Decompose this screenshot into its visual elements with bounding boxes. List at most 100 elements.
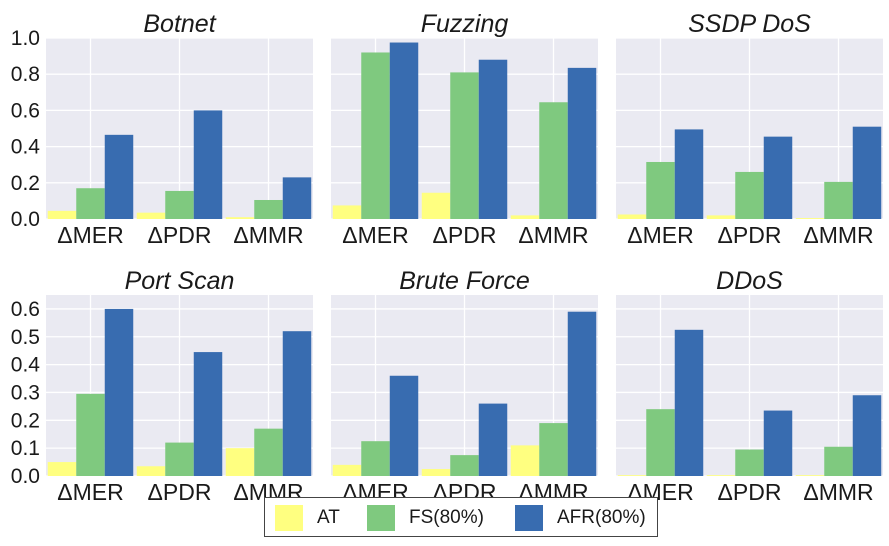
legend-label-at: AT	[317, 507, 340, 528]
bar-port-scan-afr-80-mmr	[282, 331, 312, 476]
chart-panel-botnet: Botnet ΔMER ΔPDR ΔMMR 0.0 0.2 0.4 0.6 0.8 1.0	[11, 10, 313, 248]
x-tick-label-pdr: ΔPDR	[433, 222, 497, 248]
legend-item-at: AT	[275, 504, 340, 532]
bar-fuzzing-at-pdr	[421, 192, 451, 219]
bar-ddos-at-mer	[617, 475, 647, 476]
bar-fuzzing-fs-80-mmr	[539, 102, 568, 219]
y-tick-label: 0.1	[11, 437, 40, 460]
bar-botnet-afr-80-mer	[104, 134, 134, 219]
chart-panel-ssdp-dos: SSDP DoS ΔMER ΔPDR ΔMMR	[616, 10, 883, 248]
y-tick-label: 0.4	[11, 354, 41, 377]
x-tick-label-pdr: ΔPDR	[148, 222, 212, 248]
bar-botnet-afr-80-pdr	[193, 110, 223, 219]
x-tick-label-mmr: ΔMMR	[803, 479, 873, 505]
bar-botnet-at-pdr	[136, 212, 166, 219]
bar-brute-force-at-mer	[332, 464, 362, 476]
bar-brute-force-fs-80-mer	[361, 441, 390, 476]
bar-brute-force-at-pdr	[421, 469, 451, 476]
bar-ddos-fs-80-pdr	[735, 449, 764, 476]
bar-botnet-fs-80-mmr	[254, 199, 283, 219]
legend-swatch-fs	[367, 505, 395, 531]
panel-title-brute-force: Brute Force	[399, 267, 530, 295]
legend-swatch-afr	[515, 505, 543, 531]
y-tick-label: 0.8	[11, 63, 40, 86]
x-tick-label-mmr: ΔMMR	[233, 222, 303, 248]
bar-port-scan-at-pdr	[136, 466, 166, 476]
bar-brute-force-at-mmr	[510, 445, 540, 476]
legend-item-afr: AFR(80%)	[515, 504, 646, 532]
x-tick-label-pdr: ΔPDR	[718, 222, 782, 248]
bar-ssdp-dos-afr-80-pdr	[763, 136, 793, 219]
bar-brute-force-afr-80-mer	[389, 375, 419, 476]
bar-botnet-at-mmr	[225, 217, 255, 219]
bar-brute-force-fs-80-mmr	[539, 423, 568, 476]
y-tick-label: 1.0	[11, 27, 40, 50]
bar-botnet-afr-80-mmr	[282, 177, 312, 219]
bar-fuzzing-fs-80-mer	[361, 52, 390, 220]
x-tick-label-mer: ΔMER	[57, 479, 123, 505]
legend-swatch-at	[275, 505, 303, 531]
x-tick-label-mmr: ΔMMR	[803, 222, 873, 248]
legend-item-fs: FS(80%)	[367, 504, 484, 532]
bar-fuzzing-at-mmr	[510, 215, 540, 219]
bar-ssdp-dos-at-mmr	[795, 218, 825, 219]
legend-label-afr: AFR(80%)	[557, 507, 646, 528]
panel-title-botnet: Botnet	[143, 10, 216, 38]
bar-fuzzing-afr-80-mer	[389, 42, 419, 220]
bar-ddos-at-mmr	[795, 475, 825, 476]
bar-ddos-at-pdr	[706, 475, 736, 476]
bar-ssdp-dos-fs-80-pdr	[735, 171, 764, 219]
y-tick-label: 0.6	[11, 99, 40, 122]
bar-ddos-fs-80-mmr	[824, 446, 853, 476]
x-tick-label-mer: ΔMER	[342, 222, 408, 248]
y-tick-label: 0.0	[11, 208, 40, 231]
legend-label-fs: FS(80%)	[409, 507, 484, 528]
panel-title-port-scan: Port Scan	[125, 267, 235, 295]
x-tick-label-pdr: ΔPDR	[718, 479, 782, 505]
bar-ddos-afr-80-mer	[674, 329, 704, 476]
bar-brute-force-afr-80-pdr	[478, 403, 508, 476]
bar-ssdp-dos-at-pdr	[706, 215, 736, 219]
y-tick-label: 0.5	[11, 326, 40, 349]
bar-ssdp-dos-afr-80-mer	[674, 129, 704, 219]
bar-fuzzing-fs-80-pdr	[450, 72, 479, 219]
bar-ssdp-dos-at-mer	[617, 214, 647, 219]
x-tick-label-pdr: ΔPDR	[148, 479, 212, 505]
chart-legend: AT FS(80%) AFR(80%)	[264, 497, 658, 537]
bar-port-scan-at-mmr	[225, 448, 255, 476]
panel-title-ssdp-dos: SSDP DoS	[688, 10, 811, 38]
bar-ssdp-dos-fs-80-mer	[646, 161, 675, 219]
bar-ssdp-dos-afr-80-mmr	[852, 126, 882, 219]
bar-ddos-fs-80-mer	[646, 409, 675, 476]
bar-port-scan-at-mer	[47, 462, 77, 476]
x-tick-label-mmr: ΔMMR	[518, 222, 588, 248]
bar-fuzzing-at-mer	[332, 205, 362, 219]
y-tick-label: 0.2	[11, 172, 40, 195]
bar-fuzzing-afr-80-pdr	[478, 59, 508, 219]
bar-botnet-fs-80-pdr	[165, 190, 194, 219]
bar-fuzzing-afr-80-mmr	[567, 67, 597, 220]
bar-port-scan-fs-80-mmr	[254, 428, 283, 476]
bar-port-scan-afr-80-pdr	[193, 352, 223, 476]
panel-title-fuzzing: Fuzzing	[421, 10, 509, 38]
panel-title-ddos: DDoS	[716, 267, 783, 295]
bar-ddos-afr-80-pdr	[763, 410, 793, 476]
x-tick-label-mer: ΔMER	[627, 222, 693, 248]
bar-ddos-afr-80-mmr	[852, 395, 882, 476]
bar-brute-force-afr-80-mmr	[567, 311, 597, 476]
bar-botnet-at-mer	[47, 210, 77, 219]
bar-botnet-fs-80-mer	[76, 188, 105, 219]
y-tick-label: 0.4	[11, 136, 41, 159]
y-tick-label: 0.0	[11, 465, 40, 488]
bar-port-scan-fs-80-mer	[76, 393, 105, 476]
y-tick-label: 0.6	[11, 298, 40, 321]
bar-port-scan-fs-80-pdr	[165, 442, 194, 476]
x-tick-label-mer: ΔMER	[57, 222, 123, 248]
bar-brute-force-fs-80-pdr	[450, 455, 479, 476]
y-tick-label: 0.2	[11, 409, 40, 432]
y-tick-label: 0.3	[11, 381, 40, 404]
